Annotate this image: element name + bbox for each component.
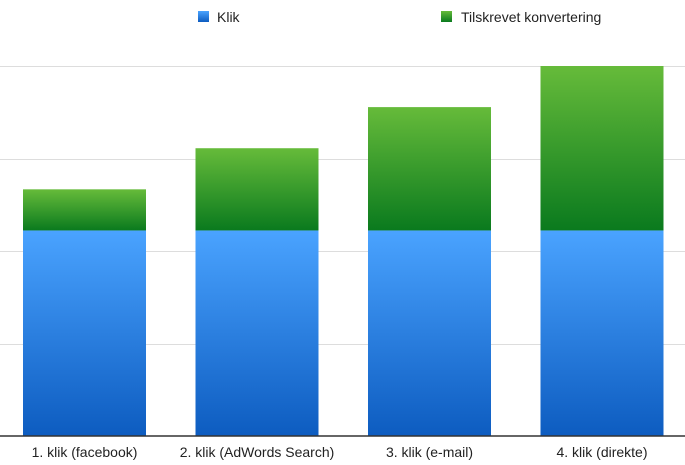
x-tick-label-2: 2. klik (AdWords Search) — [180, 444, 335, 460]
bar-tilskrevet-konvertering-4 — [540, 66, 664, 231]
bar-tilskrevet-konvertering-1 — [23, 189, 146, 231]
legend-label-klik: Klik — [217, 9, 241, 25]
bar-tilskrevet-konvertering-2 — [195, 148, 319, 231]
legend-label-tilskrevet-konvertering: Tilskrevet konvertering — [461, 9, 601, 25]
legend-swatch-klik — [198, 11, 209, 22]
bar-klik-3 — [368, 230, 491, 436]
bar-tilskrevet-konvertering-3 — [368, 107, 491, 231]
bar-klik-2 — [195, 230, 319, 436]
legend: Klik Tilskrevet konvertering — [198, 9, 601, 25]
x-tick-labels: 1. klik (facebook) 2. klik (AdWords Searc… — [32, 444, 648, 460]
bar-klik-4 — [540, 230, 664, 436]
legend-swatch-tilskrevet-konvertering — [441, 11, 452, 22]
x-tick-label-4: 4. klik (direkte) — [556, 444, 647, 460]
bar-klik-1 — [23, 230, 146, 436]
bars — [23, 66, 664, 436]
x-tick-label-1: 1. klik (facebook) — [32, 444, 138, 460]
x-tick-label-3: 3. klik (e-mail) — [386, 444, 473, 460]
